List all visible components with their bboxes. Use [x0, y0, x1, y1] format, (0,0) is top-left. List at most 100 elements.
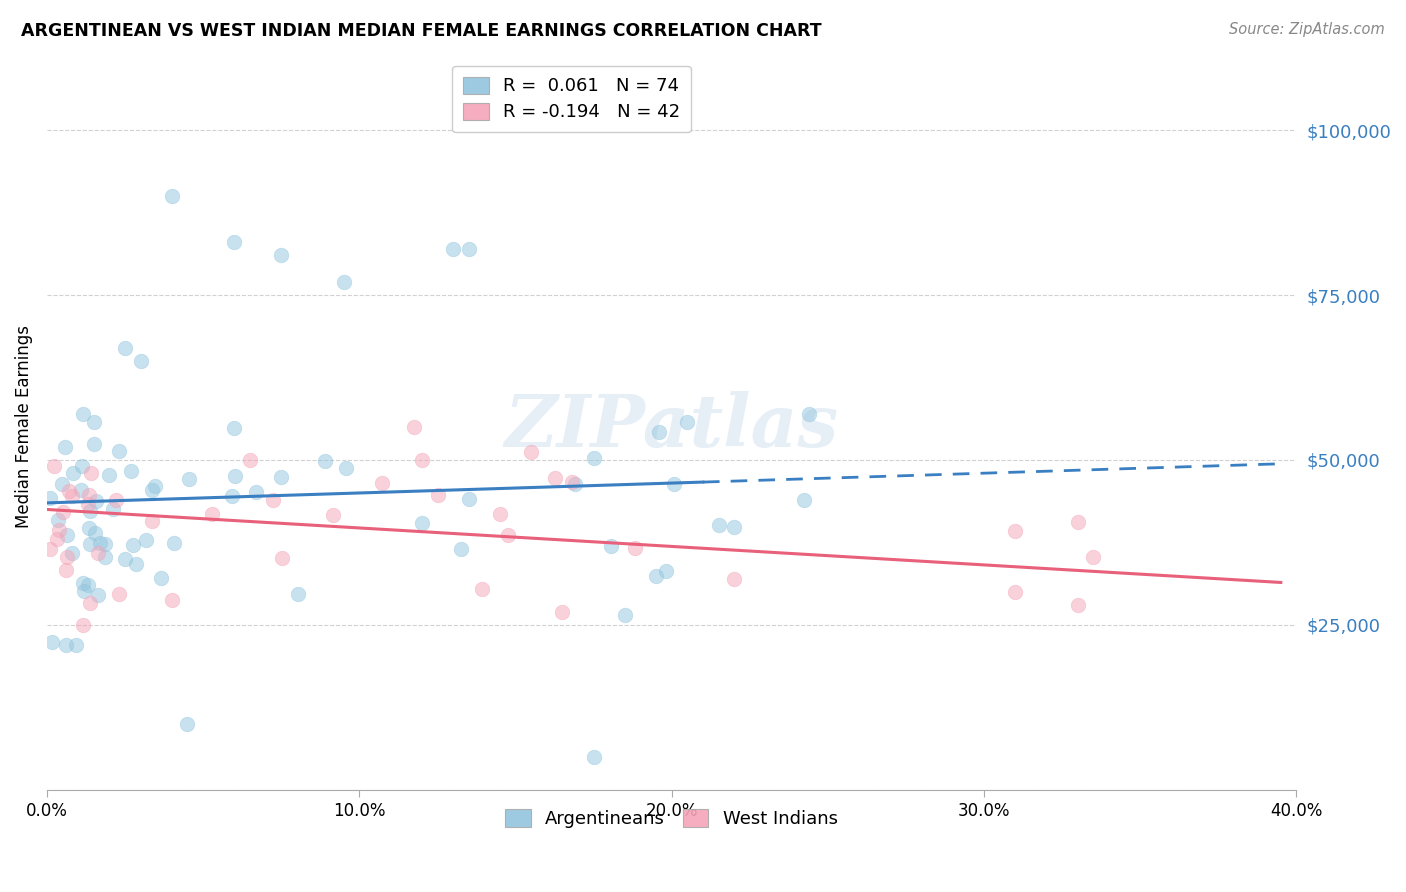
Point [322, 508, 344, 522]
Point [48, 523, 70, 537]
Text: Source: ZipAtlas.com: Source: ZipAtlas.com [1229, 22, 1385, 37]
Point [72, 458, 94, 473]
Point [73, 584, 96, 599]
Point [160, 189, 183, 203]
Point [60, 545, 83, 559]
Point [624, 541, 647, 555]
Point [411, 516, 433, 531]
Point [135, 533, 157, 548]
Point [1004, 585, 1026, 599]
Point [41, 634, 63, 648]
Point [177, 472, 200, 486]
Point [371, 476, 394, 491]
Point [457, 242, 479, 256]
Point [107, 586, 129, 600]
Point [122, 538, 145, 552]
Point [314, 454, 336, 468]
Point [221, 490, 243, 504]
Point [114, 552, 136, 566]
Point [46, 532, 69, 546]
Point [441, 242, 464, 256]
Legend: Argentineans, West Indians: Argentineans, West Indians [498, 802, 845, 835]
Point [107, 443, 129, 458]
Point [676, 415, 699, 429]
Point [1083, 549, 1105, 564]
Point [496, 527, 519, 541]
Point [544, 470, 567, 484]
Point [70, 483, 93, 498]
Point [1067, 598, 1090, 612]
Point [613, 608, 636, 623]
Point [427, 488, 450, 502]
Point [125, 557, 148, 571]
Point [404, 420, 426, 434]
Point [80, 467, 103, 481]
Point [1004, 524, 1026, 538]
Point [62, 466, 84, 480]
Text: ARGENTINEAN VS WEST INDIAN MEDIAN FEMALE EARNINGS CORRELATION CHART: ARGENTINEAN VS WEST INDIAN MEDIAN FEMALE… [21, 22, 821, 40]
Point [723, 519, 745, 533]
Point [648, 425, 671, 440]
Point [83, 526, 105, 541]
Point [77, 488, 100, 502]
Point [93, 537, 115, 551]
Point [79, 536, 101, 550]
Point [55, 638, 77, 652]
Point [129, 354, 152, 368]
Point [83, 437, 105, 451]
Point [655, 564, 678, 578]
Point [600, 540, 623, 554]
Point [79, 503, 101, 517]
Point [335, 460, 357, 475]
Point [332, 275, 354, 289]
Point [799, 407, 821, 421]
Point [65, 638, 87, 652]
Point [79, 596, 101, 610]
Point [411, 453, 433, 467]
Point [83, 415, 105, 429]
Point [39, 491, 62, 505]
Point [52, 504, 75, 518]
Point [86, 588, 108, 602]
Point [150, 572, 173, 586]
Point [489, 507, 512, 521]
Point [84, 493, 107, 508]
Text: ZIPatlas: ZIPatlas [505, 392, 839, 462]
Point [72, 407, 94, 421]
Point [262, 493, 284, 508]
Point [114, 341, 136, 355]
Point [56, 549, 79, 564]
Point [224, 235, 246, 250]
Point [239, 453, 262, 467]
Point [270, 469, 292, 483]
Point [662, 477, 685, 491]
Point [46, 513, 69, 527]
Point [98, 468, 121, 483]
Point [72, 575, 94, 590]
Point [723, 572, 745, 586]
Point [77, 498, 100, 512]
Point [457, 491, 479, 506]
Point [707, 518, 730, 533]
Point [224, 468, 246, 483]
Point [141, 514, 163, 528]
Point [270, 248, 292, 262]
Point [56, 528, 79, 542]
Point [450, 542, 472, 557]
Point [51, 477, 73, 491]
Point [89, 536, 111, 550]
Point [176, 717, 198, 731]
Point [103, 502, 125, 516]
Point [104, 493, 127, 508]
Point [201, 507, 224, 521]
Point [160, 593, 183, 607]
Point [60, 490, 83, 504]
Point [94, 549, 117, 564]
Point [564, 476, 586, 491]
Point [245, 484, 267, 499]
Point [582, 450, 605, 465]
Point [120, 465, 142, 479]
Point [141, 483, 163, 498]
Point [793, 492, 815, 507]
Point [224, 420, 246, 434]
